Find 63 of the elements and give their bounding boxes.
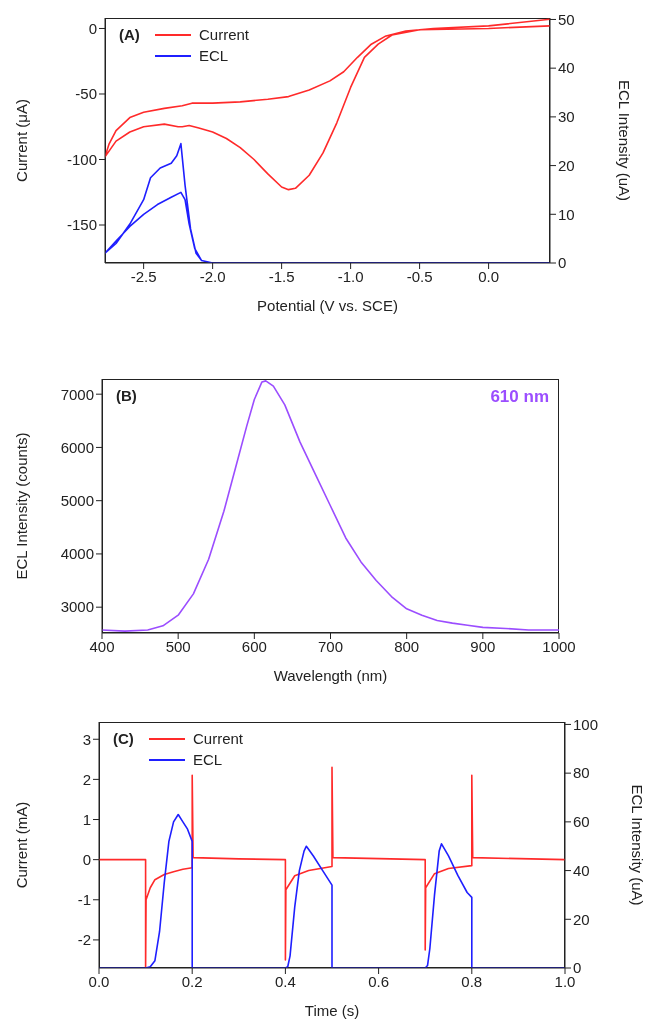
text: (A) — [119, 26, 140, 43]
x-tick-label: 700 — [317, 637, 344, 655]
y-tick-label: 2 — [82, 770, 91, 788]
y2-tick-label: 80 — [573, 764, 590, 782]
x-tick-label: -0.5 — [406, 267, 433, 285]
y2-tick-label: 60 — [573, 813, 590, 831]
x-tick-label: 500 — [165, 637, 191, 655]
x-tick-label: 0.2 — [181, 972, 203, 990]
y-axis-title: Current (μA) — [13, 99, 31, 182]
x-tick-label: 1000 — [542, 637, 576, 655]
x-tick-label: 0.0 — [478, 267, 500, 285]
x-tick-label: 0.6 — [368, 972, 390, 990]
x-tick-label: -2.5 — [130, 267, 157, 285]
y-axis-title: Current (mA) — [13, 801, 31, 889]
x-tick-label: 900 — [470, 637, 496, 655]
legend-label: ECL — [199, 46, 229, 66]
y-tick-label: -1 — [77, 891, 91, 909]
line-series — [105, 18, 550, 191]
text: (B) — [116, 387, 137, 404]
y-tick-label: 3000 — [60, 598, 94, 616]
y2-tick-label: 30 — [558, 108, 575, 126]
y2-tick-label: 10 — [558, 205, 575, 223]
x-tick-label: -1.5 — [268, 267, 295, 285]
y2-axis-title: ECL Intensity (uA) — [615, 79, 633, 202]
x-axis-title: Wavelength (nm) — [273, 667, 388, 684]
y2-tick-label: 20 — [573, 910, 590, 928]
y-tick-label: 0 — [88, 19, 97, 37]
legend-label: Current — [199, 25, 250, 45]
x-axis-title: Time (s) — [304, 1002, 360, 1019]
y-tick-label: 0 — [82, 850, 91, 868]
x-tick-label: 600 — [241, 637, 267, 655]
y2-tick-label: 0 — [558, 254, 567, 272]
y2-tick-label: 20 — [558, 156, 575, 174]
annotation: 610 nm — [490, 387, 549, 407]
y-tick-label: -2 — [77, 931, 91, 949]
y2-tick-label: 0 — [573, 959, 582, 977]
y2-tick-label: 40 — [573, 861, 590, 879]
y2-tick-label: 40 — [558, 59, 575, 77]
y-tick-label: 1 — [82, 810, 91, 828]
y-tick-label: 7000 — [60, 385, 94, 403]
x-tick-label: 0.0 — [88, 972, 110, 990]
y-tick-label: 6000 — [60, 438, 94, 456]
y-tick-label: -150 — [66, 216, 97, 234]
y2-axis-title: ECL Intensity (uA) — [628, 784, 646, 906]
x-axis-title: Potential (V vs. SCE) — [257, 297, 398, 314]
x-tick-label: -1.0 — [337, 267, 364, 285]
y2-tick-label: 100 — [573, 715, 599, 733]
legend-label: ECL — [193, 750, 223, 770]
y-tick-label: 5000 — [60, 492, 94, 509]
y-tick-label: 3 — [82, 730, 91, 748]
x-tick-label: 0.4 — [274, 972, 296, 990]
legend-label: Current — [193, 729, 244, 749]
x-tick-label: -2.0 — [199, 267, 226, 285]
y-tick-label: 4000 — [60, 545, 94, 563]
y2-tick-label: 50 — [558, 10, 575, 28]
x-tick-label: 1.0 — [554, 972, 576, 990]
x-tick-label: 0.8 — [461, 972, 483, 990]
x-tick-label: 800 — [394, 637, 420, 655]
y-tick-label: -100 — [66, 150, 97, 168]
text: (C) — [113, 730, 134, 747]
x-tick-label: 400 — [89, 637, 115, 655]
y-axis-title: ECL Intensity (counts) — [13, 432, 31, 580]
y-tick-label: -50 — [75, 85, 97, 103]
